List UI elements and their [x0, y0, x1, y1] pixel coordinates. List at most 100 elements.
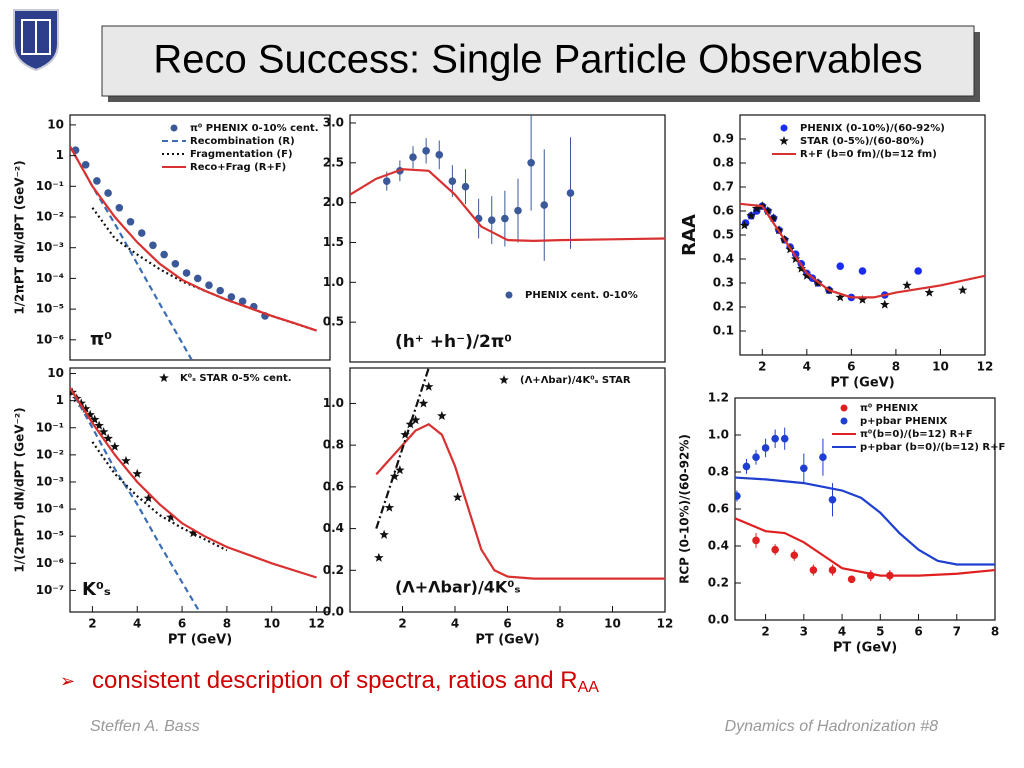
curve	[70, 145, 317, 332]
legend-swatch	[159, 373, 169, 382]
x-tick-label: 10	[932, 360, 949, 374]
point	[205, 281, 213, 290]
x-tick-label: 5	[876, 625, 884, 639]
star-point	[143, 493, 154, 503]
y-tick-label: 0.6	[708, 502, 729, 516]
y-tick-label: 0.8	[713, 156, 734, 170]
star-point	[94, 420, 104, 430]
y-tick-label: 0.2	[708, 576, 729, 590]
curve	[70, 387, 201, 612]
legend-swatch	[840, 404, 848, 412]
annotation: π⁰	[90, 329, 112, 350]
legend-label: R+F (b=0 fm)/(b=12 fm)	[800, 149, 937, 160]
point	[790, 551, 799, 560]
y-tick-label: 0.6	[323, 479, 344, 493]
legend-label: STAR (0-5%)/(60-80%)	[800, 136, 924, 147]
bullet-text: consistent description of spectra, ratio…	[92, 667, 578, 694]
y-tick-label: 10⁻³	[36, 474, 64, 488]
legend-label: p+pbar (b=0)/(b=12) R+F	[860, 442, 1005, 453]
star-point	[768, 213, 779, 223]
y-tick-label: 1.0	[323, 396, 344, 410]
title: Reco Success: Single Particle Observable…	[153, 38, 922, 82]
star-point	[835, 292, 845, 302]
y-tick-label: 0.5	[323, 315, 344, 329]
x-tick-label: 4	[133, 617, 141, 631]
star-point	[132, 468, 142, 478]
star-point	[98, 427, 109, 436]
point	[149, 241, 157, 250]
y-tick-label: 10	[47, 366, 64, 380]
x-tick-label: 4	[838, 625, 846, 639]
y-tick-label: 1	[56, 148, 64, 162]
legend-swatch	[505, 291, 513, 299]
point	[104, 189, 112, 197]
point	[771, 545, 779, 554]
legend-label: π⁰ PHENIX	[860, 403, 918, 414]
legend-swatch	[170, 124, 178, 132]
star-point	[405, 419, 416, 429]
y-tick-label: 10⁻⁵	[36, 529, 64, 543]
star-point	[166, 512, 176, 522]
y-tick-label: 0.7	[713, 180, 734, 194]
curve	[375, 368, 430, 529]
point	[487, 216, 496, 224]
plot-area	[735, 427, 995, 584]
y-tick-label: 0.1	[713, 324, 734, 338]
y-axis-label: RAA	[679, 214, 700, 256]
point	[527, 159, 535, 167]
y-tick-label: 2.5	[323, 155, 344, 169]
x-tick-label: 2	[758, 360, 766, 374]
y-tick-label: 10⁻¹	[36, 420, 64, 434]
legend-label: Reco+Frag (R+F)	[190, 162, 286, 173]
y-tick-label: 10⁻³	[36, 240, 64, 254]
star-point	[902, 280, 912, 290]
point	[448, 177, 457, 185]
y-tick-label: 10⁻⁷	[36, 583, 64, 597]
legend-label: Fragmentation (F)	[190, 149, 293, 160]
star-point	[400, 429, 410, 439]
star-point	[410, 415, 421, 425]
footer-left: Steffen A. Bass	[90, 718, 200, 735]
curve	[740, 202, 985, 299]
point	[752, 536, 760, 545]
star-point	[796, 263, 806, 273]
star-point	[89, 414, 100, 424]
star-point	[76, 398, 86, 408]
y-tick-label: 1.0	[708, 428, 729, 442]
y-tick-label: 10⁻⁵	[36, 302, 64, 316]
point	[780, 434, 789, 443]
legend-label: Recombination (R)	[190, 136, 295, 147]
plot-area	[374, 368, 665, 580]
star-point	[379, 529, 389, 539]
legend-label: K⁰ₛ STAR 0-5% cent.	[180, 373, 292, 384]
star-point	[384, 502, 395, 512]
y-tick-label: 1	[56, 393, 64, 407]
legend-label: PHENIX (0-10%)/(60-92%)	[800, 123, 945, 134]
point	[566, 189, 575, 197]
point	[847, 575, 856, 584]
point	[216, 286, 224, 295]
y-tick-label: 2.0	[323, 195, 344, 209]
point	[93, 177, 101, 185]
y-axis-label: 1/2πPT dN/dPT (GeV⁻²)	[13, 160, 27, 314]
star-point	[188, 528, 198, 538]
y-tick-label: 0.2	[323, 563, 344, 577]
annotation: (Λ+Λbar)/4K⁰ₛ	[395, 578, 520, 597]
x-axis-label: PT (GeV)	[475, 633, 539, 648]
bullet-marker: ➢	[60, 671, 75, 692]
legend-label: π⁰(b=0)/(b=12) R+F	[860, 429, 973, 440]
x-axis-label: PT (GeV)	[830, 376, 894, 391]
x-tick-label: 3	[800, 625, 808, 639]
star-point	[802, 270, 812, 280]
star-point	[924, 287, 935, 297]
star-point	[374, 552, 384, 562]
x-tick-label: 10	[604, 617, 621, 631]
y-axis-label: 1/(2πPT) dN/dPT (GeV⁻²)	[13, 407, 27, 572]
star-point	[763, 206, 773, 215]
legend-swatch	[780, 124, 788, 132]
y-tick-label: 0.8	[708, 465, 729, 479]
point	[800, 464, 808, 473]
plot-frame	[69, 367, 331, 613]
y-tick-label: 1.2	[708, 391, 729, 405]
